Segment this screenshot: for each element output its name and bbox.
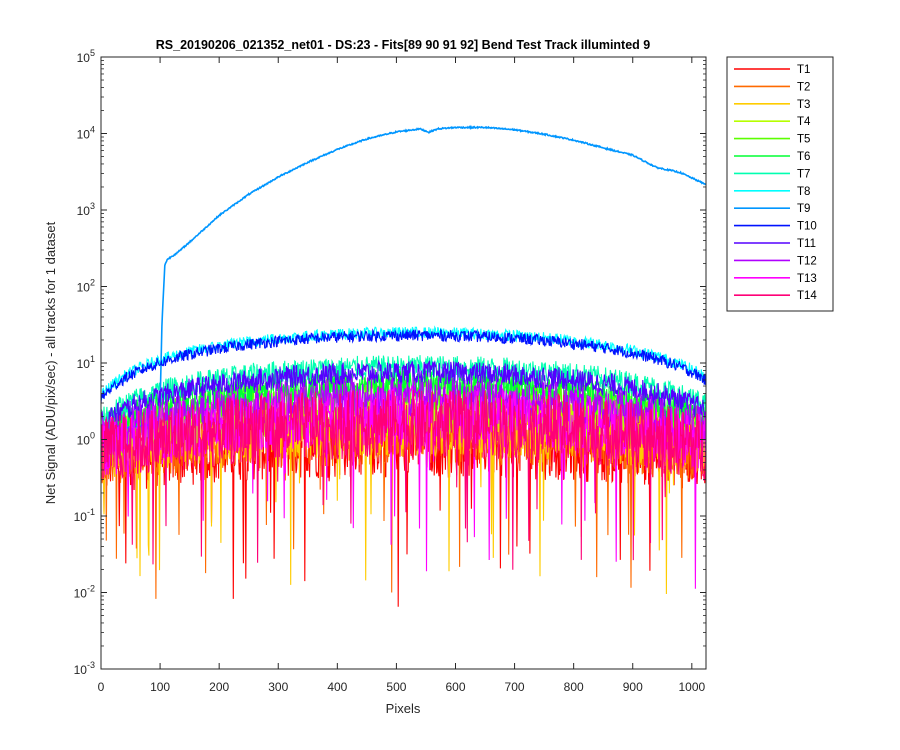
y-axis-label: Net Signal (ADU/pix/sec) - all tracks fo…	[43, 221, 58, 504]
series-line-t14	[101, 389, 706, 570]
y-tick-label: 100	[77, 431, 95, 448]
legend-label-t3: T3	[797, 99, 810, 111]
y-tick-label: 103	[77, 201, 95, 218]
series-line-t9	[101, 124, 706, 433]
x-tick-label: 900	[623, 680, 643, 694]
x-tick-label: 600	[445, 680, 465, 694]
y-tick-label: 10-3	[74, 660, 95, 677]
legend-label-t4: T4	[797, 116, 811, 128]
legend-label-t11: T11	[797, 238, 816, 250]
x-tick-label: 800	[564, 680, 584, 694]
y-tick-base: 10	[77, 204, 91, 218]
series-line-t11	[101, 359, 706, 434]
legend-box	[726, 56, 834, 312]
x-tick-label: 500	[386, 680, 406, 694]
y-tick-label: 105	[77, 48, 95, 65]
series-line-t10	[101, 328, 706, 404]
legend-label-t8: T8	[797, 186, 810, 198]
y-tick-exponent: 0	[90, 431, 95, 441]
y-tick-label: 101	[77, 354, 95, 371]
chart-title: RS_20190206_021352_net01 - DS:23 - Fits[…	[156, 38, 651, 52]
x-axis-label: Pixels	[386, 701, 421, 716]
x-tick-label: 300	[268, 680, 288, 694]
y-tick-exponent: 2	[90, 278, 95, 288]
legend-label-t7: T7	[797, 168, 810, 180]
y-tick-exponent: 5	[90, 48, 95, 58]
x-tick-label: 0	[98, 680, 105, 694]
x-tick-label: 400	[327, 680, 347, 694]
y-tick-label: 10-2	[74, 584, 95, 601]
y-tick-base: 10	[77, 281, 91, 295]
series-layer	[101, 124, 706, 607]
y-tick-exponent: -3	[87, 660, 95, 670]
y-tick-base: 10	[77, 357, 91, 371]
y-tick-base: 10	[77, 128, 91, 142]
legend-label-t2: T2	[797, 81, 810, 93]
x-tick-label: 200	[209, 680, 229, 694]
y-tick-exponent: 1	[90, 354, 95, 364]
legend-label-t13: T13	[797, 273, 817, 285]
x-tick-label: 1000	[678, 680, 705, 694]
y-tick-base: 10	[77, 434, 91, 448]
y-tick-label: 10-1	[74, 507, 95, 524]
legend-label-t9: T9	[797, 203, 810, 215]
legend-label-t10: T10	[797, 221, 817, 233]
y-tick-base: 10	[77, 51, 91, 65]
y-tick-exponent: -2	[87, 584, 95, 594]
x-axis: 0 100 200 300 400 500 600 700 800 900 1000	[98, 57, 705, 694]
y-tick-exponent: -1	[87, 507, 95, 517]
y-tick-base: 10	[74, 587, 88, 601]
legend-label-t6: T6	[797, 151, 810, 163]
legend-label-t5: T5	[797, 134, 810, 146]
legend: T1 T2 T3 T4 T5 T6 T7 T8 T9 T10 T11 T12 T13 T14	[726, 56, 834, 312]
y-tick-label: 102	[77, 278, 95, 295]
y-tick-label: 104	[77, 125, 95, 142]
y-tick-exponent: 3	[90, 201, 95, 211]
series-line-t3	[101, 394, 706, 595]
x-tick-label: 100	[150, 680, 170, 694]
legend-label-t12: T12	[797, 255, 817, 267]
y-tick-exponent: 4	[90, 125, 95, 135]
y-tick-base: 10	[74, 663, 88, 677]
legend-label-t14: T14	[797, 290, 817, 302]
legend-label-t1: T1	[797, 64, 810, 76]
x-tick-label: 700	[505, 680, 525, 694]
y-tick-base: 10	[74, 510, 88, 524]
